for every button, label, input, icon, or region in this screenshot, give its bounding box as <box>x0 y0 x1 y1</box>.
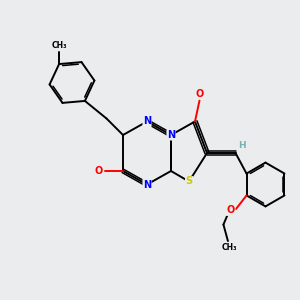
Text: N: N <box>143 179 151 190</box>
Text: O: O <box>94 166 103 176</box>
Text: N: N <box>167 130 175 140</box>
Text: CH₃: CH₃ <box>222 243 237 252</box>
Text: H: H <box>238 141 246 150</box>
Text: S: S <box>185 176 193 187</box>
Text: O: O <box>195 89 204 99</box>
Text: CH₃: CH₃ <box>51 41 67 50</box>
Text: N: N <box>143 116 151 127</box>
Text: O: O <box>226 206 235 215</box>
